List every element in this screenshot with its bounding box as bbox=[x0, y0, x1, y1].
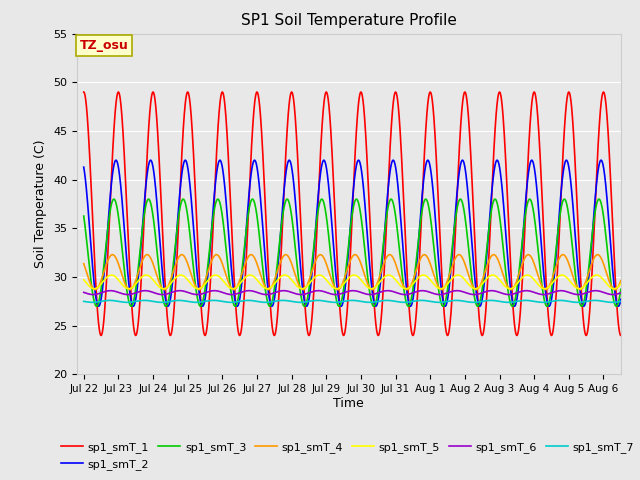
sp1_smT_6 bbox=[548, 289, 556, 295]
sp1_smT_1 bbox=[617, 333, 625, 338]
sp1_smT_7 bbox=[141, 298, 149, 303]
Legend: sp1_smT_1, sp1_smT_2, sp1_smT_3, sp1_smT_4, sp1_smT_5, sp1_smT_6, sp1_smT_7: sp1_smT_1, sp1_smT_2, sp1_smT_3, sp1_smT… bbox=[57, 438, 639, 474]
sp1_smT_1 bbox=[606, 169, 614, 175]
sp1_smT_2 bbox=[286, 158, 294, 164]
sp1_smT_2 bbox=[112, 157, 120, 163]
sp1_smT_3 bbox=[548, 278, 556, 284]
sp1_smT_2 bbox=[309, 257, 317, 263]
sp1_smT_4 bbox=[173, 258, 180, 264]
sp1_smT_6 bbox=[173, 288, 181, 294]
sp1_smT_5 bbox=[80, 277, 88, 283]
sp1_smT_5 bbox=[159, 286, 167, 291]
sp1_smT_1 bbox=[80, 89, 88, 95]
sp1_smT_3 bbox=[173, 228, 180, 233]
sp1_smT_4 bbox=[282, 252, 289, 257]
sp1_smT_2 bbox=[617, 297, 625, 302]
sp1_smT_4 bbox=[286, 256, 294, 262]
sp1_smT_1 bbox=[286, 96, 294, 102]
sp1_smT_6 bbox=[574, 292, 582, 298]
sp1_smT_2 bbox=[607, 242, 614, 248]
sp1_smT_7 bbox=[617, 299, 625, 304]
sp1_smT_5 bbox=[286, 275, 294, 281]
sp1_smT_7 bbox=[80, 299, 88, 304]
sp1_smT_3 bbox=[309, 250, 317, 255]
sp1_smT_4 bbox=[548, 275, 556, 280]
sp1_smT_3 bbox=[80, 213, 88, 219]
sp1_smT_7 bbox=[607, 300, 614, 305]
Text: TZ_osu: TZ_osu bbox=[79, 39, 128, 52]
sp1_smT_4 bbox=[611, 287, 619, 293]
sp1_smT_2 bbox=[173, 225, 181, 230]
Line: sp1_smT_1: sp1_smT_1 bbox=[84, 92, 621, 336]
Line: sp1_smT_5: sp1_smT_5 bbox=[84, 275, 621, 288]
sp1_smT_4 bbox=[607, 281, 614, 287]
sp1_smT_7 bbox=[309, 298, 317, 303]
sp1_smT_5 bbox=[141, 272, 149, 278]
sp1_smT_6 bbox=[107, 288, 115, 294]
sp1_smT_1 bbox=[548, 331, 556, 337]
sp1_smT_5 bbox=[173, 274, 181, 279]
sp1_smT_3 bbox=[266, 303, 274, 309]
sp1_smT_2 bbox=[141, 190, 149, 196]
sp1_smT_3 bbox=[607, 277, 614, 283]
sp1_smT_7 bbox=[314, 298, 321, 303]
sp1_smT_7 bbox=[124, 300, 131, 305]
Line: sp1_smT_4: sp1_smT_4 bbox=[84, 254, 621, 290]
sp1_smT_3 bbox=[617, 287, 625, 292]
Y-axis label: Soil Temperature (C): Soil Temperature (C) bbox=[35, 140, 47, 268]
Title: SP1 Soil Temperature Profile: SP1 Soil Temperature Profile bbox=[241, 13, 457, 28]
sp1_smT_1 bbox=[141, 197, 149, 203]
sp1_smT_2 bbox=[80, 164, 88, 170]
sp1_smT_3 bbox=[595, 196, 603, 202]
sp1_smT_7 bbox=[173, 298, 181, 303]
sp1_smT_6 bbox=[607, 291, 614, 297]
Line: sp1_smT_2: sp1_smT_2 bbox=[84, 160, 621, 306]
sp1_smT_5 bbox=[617, 281, 625, 287]
sp1_smT_3 bbox=[141, 207, 149, 213]
sp1_smT_4 bbox=[617, 278, 625, 284]
sp1_smT_2 bbox=[549, 288, 557, 293]
Line: sp1_smT_7: sp1_smT_7 bbox=[84, 300, 621, 302]
sp1_smT_4 bbox=[309, 265, 317, 271]
X-axis label: Time: Time bbox=[333, 397, 364, 410]
Line: sp1_smT_3: sp1_smT_3 bbox=[84, 199, 621, 306]
sp1_smT_3 bbox=[286, 203, 294, 208]
sp1_smT_6 bbox=[141, 288, 149, 294]
sp1_smT_1 bbox=[173, 257, 180, 263]
sp1_smT_5 bbox=[607, 285, 614, 290]
sp1_smT_6 bbox=[80, 289, 88, 295]
sp1_smT_6 bbox=[286, 289, 294, 295]
sp1_smT_4 bbox=[80, 261, 88, 266]
sp1_smT_7 bbox=[286, 298, 294, 304]
sp1_smT_5 bbox=[309, 276, 317, 282]
sp1_smT_6 bbox=[617, 290, 625, 296]
sp1_smT_6 bbox=[309, 288, 317, 294]
sp1_smT_7 bbox=[549, 298, 557, 304]
sp1_smT_4 bbox=[141, 253, 149, 259]
sp1_smT_5 bbox=[558, 272, 566, 278]
sp1_smT_2 bbox=[511, 303, 518, 309]
Line: sp1_smT_6: sp1_smT_6 bbox=[84, 291, 621, 295]
sp1_smT_1 bbox=[309, 302, 317, 308]
sp1_smT_5 bbox=[548, 280, 556, 286]
